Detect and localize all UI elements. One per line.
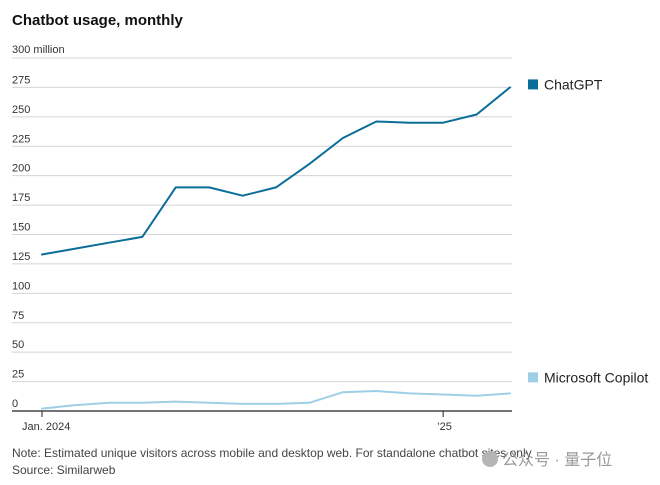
watermark-text: 公众号 · 量子位 (502, 452, 613, 469)
y-tick-label: 225 (12, 133, 30, 145)
y-tick-label: 250 (12, 104, 30, 116)
chart-note: Note: Estimated unique visitors across m… (12, 446, 532, 460)
series-lines (41, 86, 511, 410)
y-tick-label: 0 (12, 398, 18, 410)
y-tick-label: 175 (12, 192, 30, 204)
series-line-microsoft-copilot (41, 390, 511, 410)
y-tick-label: 75 (12, 310, 24, 322)
y-tick-label: 275 (12, 74, 30, 86)
chart-source: Source: Similarweb (12, 463, 116, 477)
y-tick-label: 200 (12, 163, 30, 175)
y-tick-label: 100 (12, 280, 30, 292)
legend-label: Microsoft Copilot (544, 369, 648, 385)
x-tick-label: Jan. 2024 (22, 421, 70, 433)
x-tick-labels: Jan. 2024 ’25 (22, 411, 452, 433)
watermark: 公众号 · 量子位 (482, 446, 612, 470)
y-axis-unit-label: 300 million (12, 44, 65, 56)
series-line-chatgpt (41, 86, 511, 256)
legend-label: ChatGPT (544, 76, 603, 92)
legend: ChatGPT Microsoft Copilot (528, 76, 648, 385)
y-tick-label: 25 (12, 369, 24, 381)
x-tick-label: ’25 (437, 421, 452, 433)
y-tick-label: 50 (12, 339, 24, 351)
wechat-icon (482, 451, 498, 467)
legend-swatch (528, 372, 538, 383)
grid-lines (12, 57, 512, 412)
y-tick-label: 125 (12, 251, 30, 263)
chart-title: Chatbot usage, monthly (12, 12, 183, 29)
legend-swatch (528, 79, 538, 90)
y-tick-label: 150 (12, 222, 30, 234)
y-tick-labels: 0 25 50 75 100 125 150 175 200 225 250 275 (12, 74, 30, 410)
